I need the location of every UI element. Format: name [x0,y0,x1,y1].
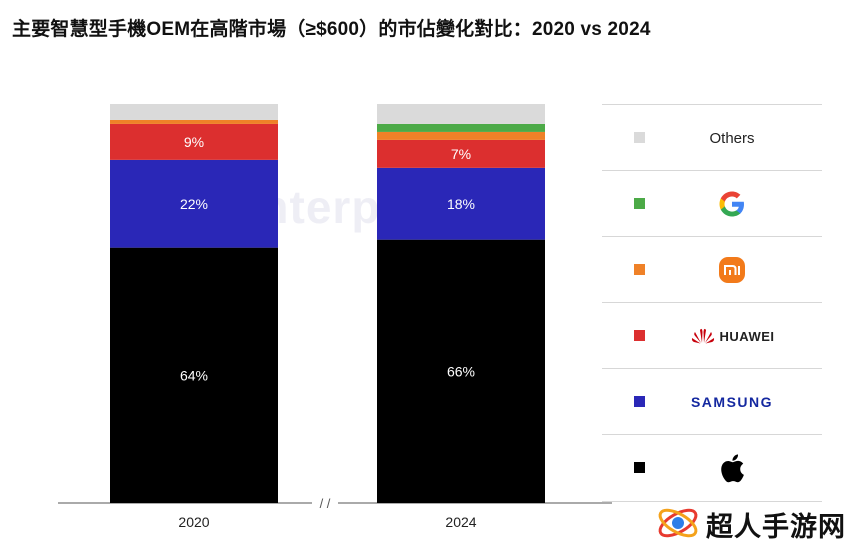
bar-segment-xiaomi-2024 [377,131,545,140]
x-tick-label-2020: 2020 [178,514,209,530]
data-label-apple-2020: 64% [180,367,208,383]
bar-segment-apple-2024 [377,239,545,503]
bar-segment-huawei-2020 [110,123,278,160]
legend-swatch [634,264,645,275]
legend-item-others: Others [602,104,822,171]
bar-segment-others-2024 [377,104,545,124]
huawei-logo-icon [691,328,714,344]
bar-segment-huawei-2024 [377,139,545,168]
apple-logo-icon [721,454,744,483]
x-tick-label-2024: 2024 [445,514,476,530]
legend-item-xiaomi [602,236,822,303]
bar-segment-xiaomi-2020 [110,119,278,124]
axis-break-mark: / / [320,496,331,511]
samsung-logo-icon: SAMSUNG [690,394,774,410]
xiaomi-logo-icon [719,257,745,283]
logo-icon [658,508,698,538]
legend-swatch [634,462,645,473]
data-label-samsung-2024: 18% [447,196,475,212]
legend-item-apple [602,434,822,502]
bar-segment-apple-2020 [110,247,278,503]
google-logo-icon [719,191,744,217]
legend-swatch [634,330,645,341]
axis-break-background [312,497,338,509]
legend-label-huawei: HUAWEI [719,328,775,344]
site-watermark: 超人手游网 [652,497,852,547]
data-label-samsung-2020: 22% [180,196,208,212]
bar-segment-samsung-2020 [110,159,278,248]
data-label-apple-2024: 66% [447,363,475,379]
watermark-text: 超人手游网 [706,512,846,542]
data-label-huawei-2024: 7% [451,146,471,162]
bar-segment-google-2024 [377,123,545,132]
legend-swatch [634,132,645,143]
legend-item-samsung: SAMSUNG [602,368,822,435]
bar-segment-samsung-2024 [377,167,545,240]
legend-swatch [634,198,645,209]
legend-swatch [634,396,645,407]
legend-item-huawei: HUAWEI [602,302,822,369]
legend-label-others: Others [709,129,755,147]
bar-segment-others-2020 [110,104,278,120]
data-label-huawei-2020: 9% [184,134,204,150]
page-title: 主要智慧型手機OEM在高階市場（≥$600）的市佔變化對比：2020 vs 20… [12,19,651,40]
legend-item-google [602,170,822,237]
